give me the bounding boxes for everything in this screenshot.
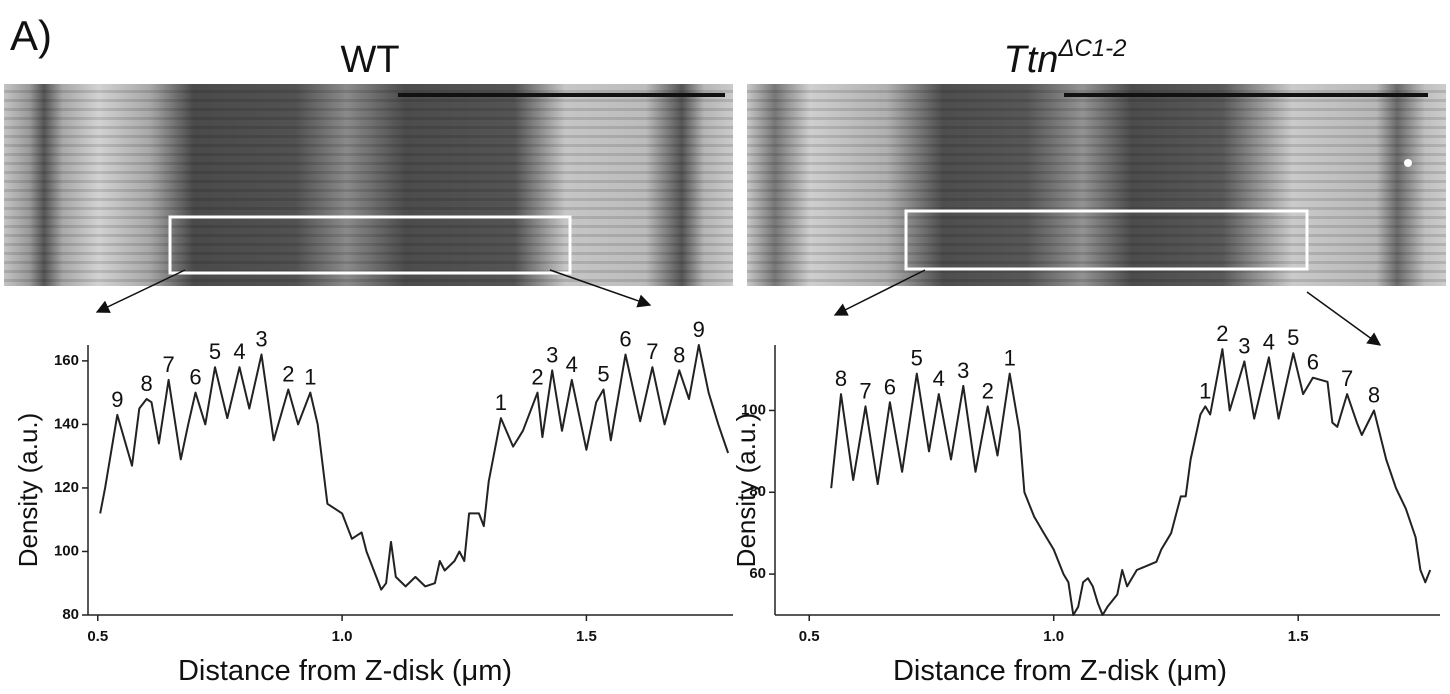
peak-label: 6 [1307,350,1319,375]
peak-label: 1 [495,390,507,415]
peak-label: 5 [1287,325,1299,350]
peak-label: 6 [619,327,631,352]
peak-label: 2 [982,378,994,403]
x-axis-label: Distance from Z-disk (μm) [178,655,512,687]
y-tick-label: 80 [62,606,79,623]
y-tick-label: 80 [749,483,766,500]
arrow [549,269,652,308]
micrograph-texture [747,84,1446,286]
x-tick-label: 1.5 [576,628,597,645]
y-axis-label: Density (a.u.) [731,413,761,568]
chart-title: TtnΔC1-2 [1003,35,1126,81]
peak-label: 7 [163,352,175,377]
x-tick-label: 1.0 [1043,628,1064,645]
title-superscript: ΔC1-2 [1057,35,1126,62]
peak-label: 3 [546,342,558,367]
peak-label: 8 [1368,382,1380,407]
peak-label: 1 [304,365,316,390]
x-tick-label: 0.5 [87,628,108,645]
peak-label: 2 [531,365,543,390]
peak-label: 3 [1238,333,1250,358]
y-tick-label: 60 [749,565,766,582]
chart: 60 80 100 0.5 1.0 1.5 Distance from Z-disk (μm… [731,321,1440,687]
micrograph [4,84,733,313]
peak-label: 8 [673,342,685,367]
y-tick-label: 100 [54,542,79,559]
roi-box [904,209,1309,271]
peak-label: 2 [282,361,294,386]
micrograph [747,84,1446,346]
chart-title: WT [340,39,399,81]
density-line [830,348,1432,616]
peak-label: 9 [111,387,123,412]
peak-label: 8 [835,366,847,391]
peak-label: 4 [566,352,578,377]
peak-label: 3 [255,327,267,352]
y-axis-label: Density (a.u.) [13,413,43,568]
peak-label: 1 [1004,346,1016,371]
peak-label: 4 [233,339,245,364]
density-line [99,344,730,591]
x-axis-label: Distance from Z-disk (μm) [893,655,1227,687]
arrow [95,269,186,313]
arrow [833,269,926,316]
x-tick-label: 0.5 [799,628,820,645]
peak-label: 5 [209,339,221,364]
y-tick-label: 100 [741,401,766,418]
x-tick-label: 1.5 [1288,628,1309,645]
x-tick-label: 1.0 [332,628,353,645]
micrograph-texture [4,84,733,286]
y-tick-label: 140 [54,415,79,432]
peak-label: 5 [597,361,609,386]
y-tick-label: 120 [54,479,79,496]
panel-label: A) [10,12,52,59]
y-tick-label: 160 [54,352,79,369]
peak-label: 6 [884,374,896,399]
roi-box [168,215,572,275]
title-main: Ttn [1003,39,1058,81]
peak-label: 7 [1341,366,1353,391]
peak-label: 4 [933,366,945,391]
speck [1404,159,1412,167]
peak-label: 2 [1216,321,1228,346]
peak-label: 3 [957,358,969,383]
peak-label: 7 [859,378,871,403]
peak-label: 8 [141,371,153,396]
peak-label: 9 [693,317,705,342]
peak-label: 6 [189,365,201,390]
peak-label: 1 [1199,378,1211,403]
peak-label: 7 [646,339,658,364]
chart: 80 100 120 140 160 0.5 1.0 1.5 Distance from Z-d… [13,317,733,687]
arrow [1306,291,1382,346]
peak-label: 5 [911,346,923,371]
peak-label: 4 [1263,329,1275,354]
